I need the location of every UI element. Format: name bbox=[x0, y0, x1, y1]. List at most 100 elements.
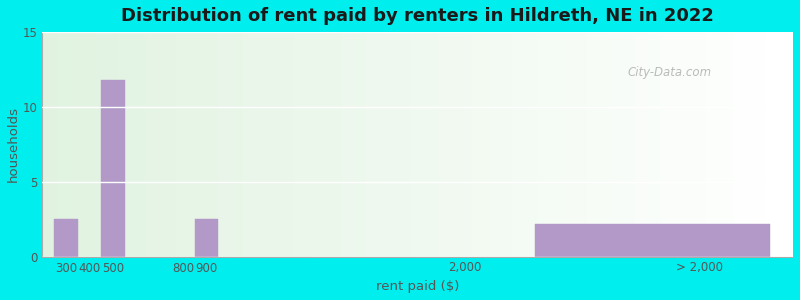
Bar bbox=[213, 32, 216, 256]
Bar bbox=[673, 32, 675, 256]
Bar bbox=[705, 32, 708, 256]
Bar bbox=[547, 32, 550, 256]
Bar bbox=[788, 32, 790, 256]
Bar bbox=[161, 32, 163, 256]
Bar bbox=[582, 32, 585, 256]
Bar bbox=[655, 32, 658, 256]
Bar bbox=[143, 32, 146, 256]
Bar bbox=[146, 32, 148, 256]
Bar bbox=[459, 32, 462, 256]
Bar bbox=[537, 32, 539, 256]
Bar bbox=[702, 32, 705, 256]
Bar bbox=[397, 32, 399, 256]
Bar bbox=[607, 32, 610, 256]
Bar bbox=[494, 32, 497, 256]
Bar bbox=[50, 32, 53, 256]
Bar bbox=[386, 32, 389, 256]
Bar bbox=[268, 32, 271, 256]
Bar bbox=[627, 32, 630, 256]
Bar bbox=[318, 32, 321, 256]
Bar bbox=[382, 32, 384, 256]
Bar bbox=[635, 32, 638, 256]
Bar bbox=[65, 32, 67, 256]
Bar bbox=[690, 32, 693, 256]
Bar bbox=[138, 32, 140, 256]
Bar bbox=[720, 32, 722, 256]
Bar bbox=[261, 32, 263, 256]
Bar bbox=[660, 32, 662, 256]
Bar bbox=[645, 32, 647, 256]
Bar bbox=[775, 32, 778, 256]
Bar bbox=[336, 32, 338, 256]
Bar bbox=[140, 32, 143, 256]
Bar bbox=[449, 32, 452, 256]
Bar bbox=[592, 32, 594, 256]
Bar bbox=[216, 32, 218, 256]
Bar bbox=[178, 32, 181, 256]
Bar bbox=[166, 32, 168, 256]
Bar bbox=[439, 32, 442, 256]
Bar bbox=[653, 32, 655, 256]
Bar bbox=[122, 32, 126, 256]
Bar bbox=[730, 32, 733, 256]
Bar bbox=[695, 32, 698, 256]
Bar bbox=[369, 32, 371, 256]
Bar bbox=[786, 32, 788, 256]
Bar bbox=[271, 32, 274, 256]
Bar bbox=[366, 32, 369, 256]
Bar bbox=[404, 32, 406, 256]
Bar bbox=[577, 32, 580, 256]
Bar bbox=[254, 32, 256, 256]
Bar bbox=[183, 32, 186, 256]
Bar bbox=[464, 32, 466, 256]
Bar bbox=[773, 32, 775, 256]
Bar bbox=[88, 32, 90, 256]
Bar bbox=[42, 32, 45, 256]
Bar bbox=[429, 32, 431, 256]
Bar bbox=[567, 32, 570, 256]
Bar bbox=[70, 32, 73, 256]
Bar bbox=[78, 32, 80, 256]
Bar bbox=[658, 32, 660, 256]
Bar bbox=[113, 32, 115, 256]
Bar bbox=[665, 32, 667, 256]
Bar bbox=[108, 32, 110, 256]
Bar bbox=[98, 32, 100, 256]
Bar bbox=[479, 32, 482, 256]
Bar bbox=[534, 32, 537, 256]
Bar bbox=[309, 32, 311, 256]
Bar bbox=[484, 32, 486, 256]
Bar bbox=[710, 32, 713, 256]
Bar bbox=[514, 32, 517, 256]
Bar bbox=[298, 32, 301, 256]
Bar bbox=[126, 32, 128, 256]
Bar bbox=[394, 32, 397, 256]
Bar bbox=[778, 32, 781, 256]
Bar bbox=[477, 32, 479, 256]
Bar bbox=[527, 32, 530, 256]
Bar bbox=[497, 32, 499, 256]
Bar bbox=[188, 32, 190, 256]
Bar bbox=[510, 32, 512, 256]
Bar bbox=[763, 32, 766, 256]
Bar bbox=[685, 32, 688, 256]
Bar bbox=[768, 32, 770, 256]
Bar bbox=[743, 32, 746, 256]
Bar bbox=[550, 32, 552, 256]
Bar bbox=[173, 32, 175, 256]
Bar bbox=[446, 32, 449, 256]
Bar bbox=[585, 32, 587, 256]
Bar bbox=[625, 32, 627, 256]
Bar bbox=[622, 32, 625, 256]
Bar bbox=[306, 32, 309, 256]
Bar bbox=[102, 32, 106, 256]
Bar bbox=[93, 32, 95, 256]
Bar bbox=[402, 32, 404, 256]
Bar bbox=[647, 32, 650, 256]
Bar bbox=[761, 32, 763, 256]
Bar bbox=[667, 32, 670, 256]
Bar bbox=[384, 32, 386, 256]
Bar bbox=[492, 32, 494, 256]
Bar bbox=[266, 32, 268, 256]
Bar bbox=[502, 32, 504, 256]
